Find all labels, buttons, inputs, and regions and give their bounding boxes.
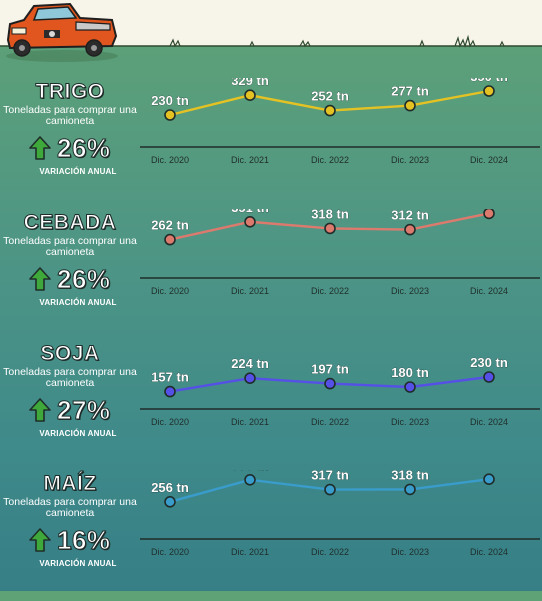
change-value: 26% [57,132,111,163]
change-row: 27% [28,394,111,426]
crop-title: MAÍZ [43,472,97,496]
change-label: VARIACIÓN ANUAL [39,429,117,438]
panel-trigo: TRIGO Toneladas para comprar una camione… [0,78,542,209]
data-label: 366 tn [231,470,269,473]
panel-info: MAÍZ Toneladas para comprar una camionet… [0,470,140,601]
tick-label: Dic. 2022 [311,286,349,296]
crop-title: CEBADA [23,211,117,235]
truck-icon [6,2,118,62]
data-label: 230 tn [151,93,189,108]
up-arrow-icon [29,267,51,291]
panel-cebada: CEBADA Toneladas para comprar una camion… [0,209,542,340]
tick-label: Dic. 2021 [231,547,269,557]
data-label: 318 tn [311,209,349,221]
tick-label: Dic. 2022 [311,417,349,427]
crop-title: SOJA [40,342,100,366]
line-chart: 256 tn Dic. 2020 366 tn Dic. 2021 317 tn Dic.… [140,470,540,557]
data-label: 224 tn [231,356,269,371]
data-point [324,104,336,117]
data-point [164,385,176,398]
data-point [483,209,495,220]
tick-label: Dic. 2022 [311,155,349,165]
crop-title: TRIGO [35,80,105,104]
crop-subtitle: Toneladas para comprar una camioneta [3,104,137,127]
data-point [404,381,416,393]
tick-label: Dic. 2020 [151,155,189,165]
tick-label: Dic. 2020 [151,286,189,296]
data-point [404,99,416,112]
data-point [483,85,495,97]
data-point [324,377,336,390]
data-point [164,233,176,246]
panel-info: SOJA Toneladas para comprar una camionet… [0,340,140,471]
line-chart: 157 tn Dic. 2020 224 tn Dic. 2021 197 tn Dic.… [140,355,540,427]
line-chart: 262 tn Dic. 2020 351 tn Dic. 2021 318 tn Dic.… [140,209,540,296]
data-label: 351 tn [231,209,269,215]
data-point [483,371,495,383]
change-value: 16% [57,524,111,555]
change-label: VARIACIÓN ANUAL [39,559,117,568]
data-point [324,483,336,496]
data-point [404,483,416,496]
tick-label: Dic. 2024 [470,286,508,296]
tick-label: Dic. 2023 [391,286,429,296]
tick-label: Dic. 2023 [391,417,429,427]
data-point [244,372,256,385]
tick-label: Dic. 2020 [151,417,189,427]
data-label: 369 tn [470,470,508,472]
change-value: 26% [57,263,111,294]
data-point [324,222,336,235]
change-row: 26% [28,132,111,164]
line-chart: 230 tn Dic. 2020 329 tn Dic. 2021 252 tn Dic.… [140,78,540,165]
tick-label: Dic. 2021 [231,417,269,427]
data-point [164,495,176,508]
data-point [244,89,256,102]
header-band [0,0,542,62]
data-point [244,216,256,228]
change-label: VARIACIÓN ANUAL [39,167,117,176]
panel-info: TRIGO Toneladas para comprar una camione… [0,78,140,209]
panel-soja: SOJA Toneladas para comprar una camionet… [0,340,542,471]
tick-label: Dic. 2021 [231,155,269,165]
crop-subtitle: Toneladas para comprar una camioneta [3,496,137,519]
tick-label: Dic. 2020 [151,547,189,557]
data-label: 277 tn [391,84,429,99]
data-point [483,473,495,485]
data-label: 318 tn [391,470,429,482]
data-point [244,474,256,486]
data-label: 157 tn [151,370,189,385]
data-label: 317 tn [311,470,349,483]
data-label: 230 tn [470,355,508,370]
panel-info: CEBADA Toneladas para comprar una camion… [0,209,140,340]
up-arrow-icon [29,528,51,552]
tick-label: Dic. 2024 [470,547,508,557]
up-arrow-icon [29,398,51,422]
change-row: 26% [28,263,111,295]
tick-label: Dic. 2022 [311,547,349,557]
change-value: 27% [57,394,111,425]
data-label: 329 tn [231,78,269,88]
data-point [404,223,416,236]
panel-maiz: MAÍZ Toneladas para comprar una camionet… [0,470,542,601]
crop-subtitle: Toneladas para comprar una camioneta [3,235,137,258]
tick-label: Dic. 2021 [231,286,269,296]
up-arrow-icon [29,136,51,160]
change-label: VARIACIÓN ANUAL [39,298,117,307]
data-label: 256 tn [151,480,189,495]
data-label: 197 tn [311,362,349,377]
data-label: 262 tn [151,218,189,233]
crop-subtitle: Toneladas para comprar una camioneta [3,366,137,389]
data-point [164,109,176,121]
tick-label: Dic. 2024 [470,417,508,427]
tick-label: Dic. 2023 [391,155,429,165]
data-label: 180 tn [391,365,429,380]
tick-label: Dic. 2023 [391,547,429,557]
change-row: 16% [28,524,111,556]
data-label: 350 tn [470,78,508,84]
data-label: 312 tn [391,209,429,223]
data-label: 252 tn [311,89,349,104]
tick-label: Dic. 2024 [470,155,508,165]
